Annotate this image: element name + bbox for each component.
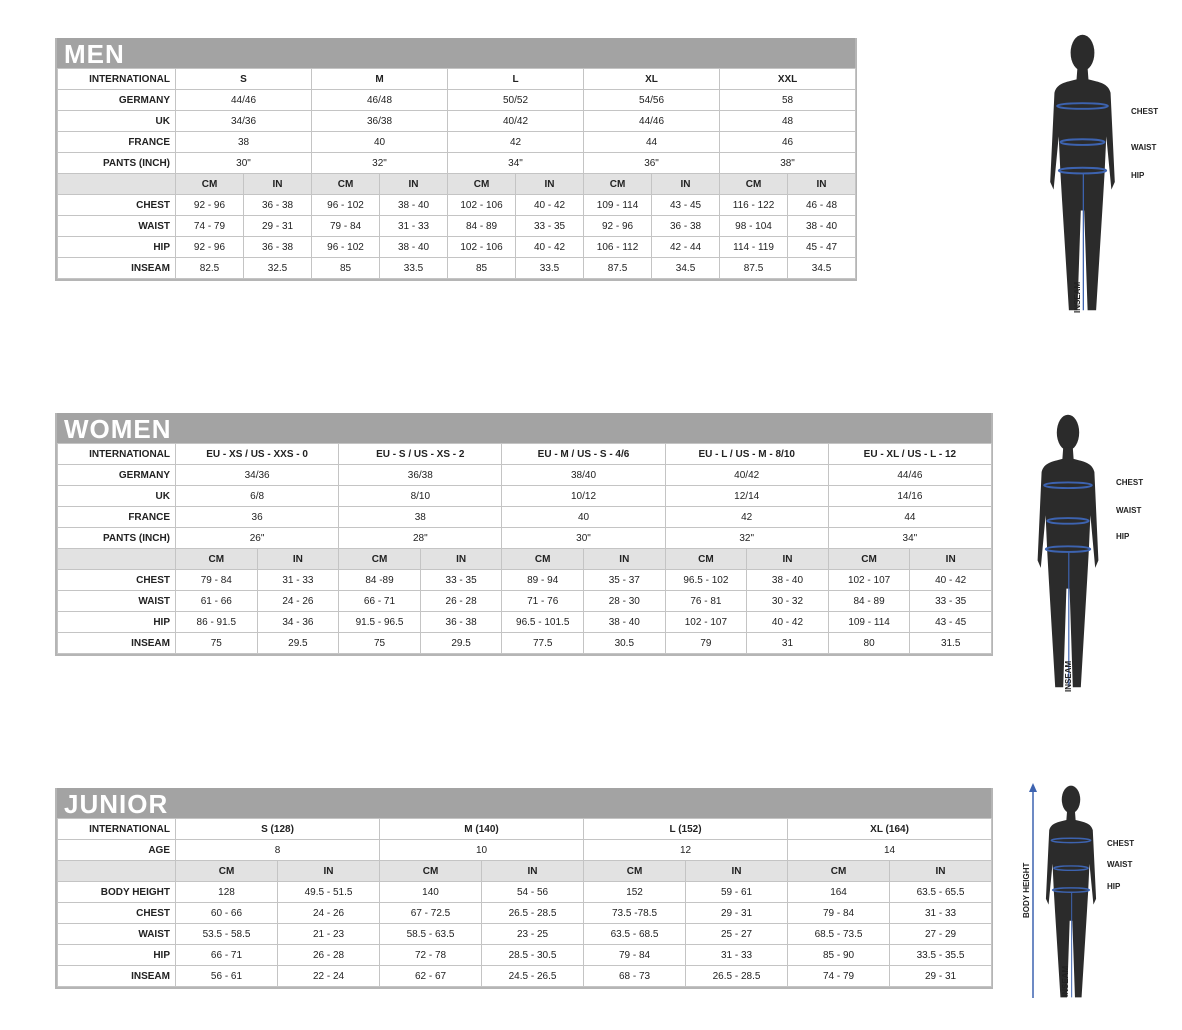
unit-label: IN xyxy=(419,548,503,570)
measure-label: HIP xyxy=(1107,882,1121,891)
cell: 79 xyxy=(664,632,748,654)
unit-label: CM xyxy=(583,173,653,195)
cell: 85 xyxy=(311,257,381,279)
measure-label: HIP xyxy=(1131,171,1145,180)
size-table: INTERNATIONAL S M L XL XXL GERMANY 44/46 46/48 50… xyxy=(57,68,857,279)
unit-label: IN xyxy=(583,548,666,570)
measure-row: WAIST 74 - 79 29 - 31 79 - 84 31 - 33 84 - 89… xyxy=(57,215,857,237)
measure-label: CHEST xyxy=(1116,478,1143,487)
cell: 29 - 31 xyxy=(889,965,993,987)
unit-label: IN xyxy=(685,860,789,882)
size-table-block: MEN INTERNATIONAL S M L XL XXL GERMANY 44/46 46/4… xyxy=(55,38,857,281)
cell: 56 - 61 xyxy=(175,965,278,987)
measure-label: WAIST xyxy=(1131,143,1156,152)
table-title: MEN xyxy=(57,38,855,69)
unit-label: IN xyxy=(909,548,992,570)
cell: 75 xyxy=(175,632,258,654)
table-title: WOMEN xyxy=(57,413,991,444)
cell: 75 xyxy=(338,632,421,654)
row-label: INSEAM xyxy=(57,632,176,654)
unit-label: CM xyxy=(501,548,584,570)
conversion-row: UK 34/36 36/38 40/42 44/46 48 xyxy=(57,110,857,132)
cell: 80 xyxy=(827,632,911,654)
unit-row: CM IN CM IN CM IN CM IN CM IN xyxy=(57,548,992,570)
size-table-block: JUNIOR INTERNATIONAL S (128) M (140) L (152)… xyxy=(55,788,993,989)
measure-row: BODY HEIGHT 128 49.5 - 51.5 140 54 - 56 152 59… xyxy=(57,881,993,903)
measure-label: CHEST xyxy=(1107,839,1134,848)
conversion-row: FRANCE 36 38 40 42 44 xyxy=(57,506,992,528)
size-row: INTERNATIONAL EU - XS / US - XXS - 0 EU - … xyxy=(57,443,992,465)
inseam-label: INSEAM xyxy=(1073,282,1082,313)
unit-label: IN xyxy=(787,173,857,195)
cell: 34.5 xyxy=(787,257,857,279)
unit-label: CM xyxy=(583,860,687,882)
unit-label: CM xyxy=(719,173,789,195)
measure-row: CHEST 92 - 96 36 - 38 96 - 102 38 - 40 102 - … xyxy=(57,194,857,216)
measure-label: WAIST xyxy=(1116,506,1141,515)
measure-label: HIP xyxy=(1116,532,1130,541)
measure-row: INSEAM 75 29.5 75 29.5 77.5 30.5 79 31 80 31.5 xyxy=(57,632,992,654)
unit-label: CM xyxy=(175,860,278,882)
size-table: INTERNATIONAL S (128) M (140) L (152) XL (16… xyxy=(57,818,993,987)
body-silhouette xyxy=(1045,784,1097,999)
unit-label: IN xyxy=(256,548,340,570)
cell: 33.5 xyxy=(515,257,585,279)
cell: 29.5 xyxy=(419,632,503,654)
unit-row: CM IN CM IN CM IN CM IN xyxy=(57,860,993,882)
cell: 32.5 xyxy=(242,257,313,279)
cell: 33.5 xyxy=(379,257,449,279)
table-title: JUNIOR xyxy=(57,788,991,819)
cell: 22 - 24 xyxy=(276,965,381,987)
conversion-row: AGE 8 10 12 14 xyxy=(57,839,993,861)
measure-row: CHEST 60 - 66 24 - 26 67 - 72.5 26.5 - 28.5 7… xyxy=(57,902,993,924)
cell: 31 xyxy=(746,632,829,654)
cell: 26.5 - 28.5 xyxy=(685,965,789,987)
measure-row: INSEAM 56 - 61 22 - 24 62 - 67 24.5 - 26.5 68… xyxy=(57,965,993,987)
height-label: BODY HEIGHT xyxy=(1022,862,1031,918)
unit-label: IN xyxy=(889,860,993,882)
unit-label: CM xyxy=(311,173,381,195)
arrow-head xyxy=(1029,783,1037,792)
inseam-label: INSEAM xyxy=(1064,661,1073,692)
unit-label: CM xyxy=(175,173,244,195)
measure-row: WAIST 61 - 66 24 - 26 66 - 71 26 - 28 71 - 76… xyxy=(57,590,992,612)
cell: 77.5 xyxy=(501,632,584,654)
cell: 29.5 xyxy=(256,632,340,654)
cell: 31.5 xyxy=(909,632,992,654)
unit-label: IN xyxy=(651,173,721,195)
measure-label: WAIST xyxy=(1107,860,1132,869)
size-row: INTERNATIONAL S (128) M (140) L (152) XL (16… xyxy=(57,818,993,840)
body-silhouette xyxy=(1049,33,1116,312)
cell: 24.5 - 26.5 xyxy=(481,965,585,987)
cell xyxy=(57,860,176,882)
measure-label: CHEST xyxy=(1131,107,1158,116)
cell: 62 - 67 xyxy=(379,965,483,987)
size-table: INTERNATIONAL EU - XS / US - XXS - 0 EU - … xyxy=(57,443,992,654)
unit-label: IN xyxy=(515,173,585,195)
cell: 34.5 xyxy=(651,257,721,279)
unit-label: IN xyxy=(276,860,381,882)
measure-row: INSEAM 82.5 32.5 85 33.5 85 33.5 87.5 34.5 87.5 34… xyxy=(57,257,857,279)
inseam-label: INSEAM xyxy=(1061,966,1070,997)
unit-label: CM xyxy=(787,860,891,882)
body-silhouette xyxy=(1036,413,1100,689)
cell: 74 - 79 xyxy=(787,965,891,987)
measure-row: CHEST 79 - 84 31 - 33 84 -89 33 - 35 89 - 94 3… xyxy=(57,569,992,591)
size-table-block: WOMEN INTERNATIONAL EU - XS / US - XXS - 0… xyxy=(55,413,993,656)
conversion-row: PANTS (INCH) 30" 32" 34" 36" 38" xyxy=(57,152,857,174)
